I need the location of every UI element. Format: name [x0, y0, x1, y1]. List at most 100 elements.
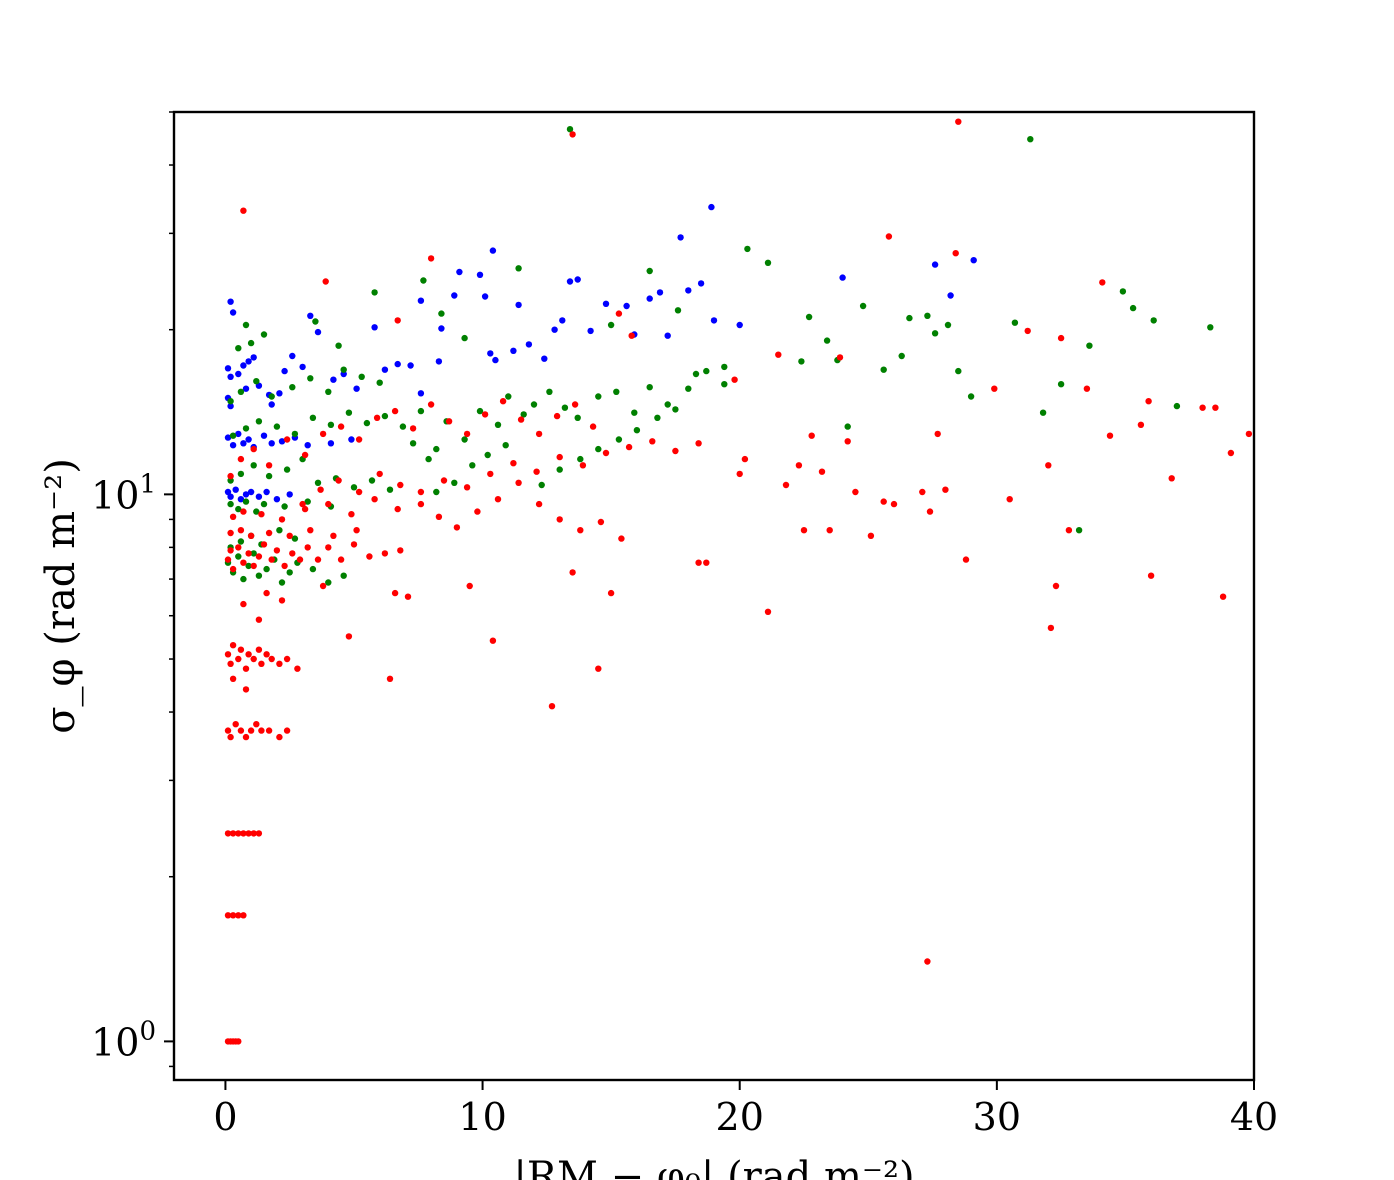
- data-point-s2-121: [397, 481, 404, 489]
- data-point-s2-82: [440, 477, 448, 484]
- data-point-s1-90: [595, 393, 602, 400]
- data-point-s1-30: [237, 470, 245, 478]
- data-point-s2-92: [672, 447, 679, 455]
- data-point-s0-42: [314, 328, 322, 336]
- data-point-s1-108: [607, 321, 615, 329]
- data-point-s1-138: [1173, 402, 1181, 410]
- data-point-s2-195: [1106, 432, 1114, 439]
- data-point-s2-19: [237, 727, 245, 734]
- data-point-s2-67: [265, 529, 273, 537]
- data-point-s1-96: [703, 367, 710, 375]
- data-point-s2-201: [1212, 404, 1219, 411]
- data-point-s1-69: [420, 277, 427, 284]
- data-point-s2-138: [391, 589, 399, 597]
- data-point-s2-59: [337, 556, 345, 563]
- data-point-s2-101: [337, 423, 345, 430]
- data-point-s1-133: [1075, 527, 1083, 534]
- data-point-s0-35: [273, 496, 281, 503]
- data-point-s2-127: [515, 479, 522, 486]
- data-point-s2-23: [258, 727, 265, 734]
- data-point-s0-57: [481, 293, 489, 300]
- data-point-s0-78: [697, 280, 705, 287]
- data-point-s2-87: [556, 453, 563, 461]
- data-point-s2-60: [350, 541, 358, 548]
- data-point-s2-91: [649, 438, 656, 445]
- data-point-s1-93: [646, 384, 653, 391]
- data-point-s2-117: [317, 486, 324, 493]
- data-point-s2-167: [808, 432, 815, 439]
- data-point-s1-92: [631, 409, 638, 416]
- data-point-s2-9: [224, 830, 232, 837]
- data-point-s1-134: [1086, 342, 1093, 349]
- data-point-s1-124: [924, 312, 931, 319]
- data-point-s2-131: [597, 518, 605, 526]
- data-point-s0-51: [435, 358, 443, 365]
- data-point-s1-32: [265, 472, 273, 480]
- data-point-s2-93: [695, 440, 702, 447]
- data-point-s2-90: [625, 443, 633, 451]
- data-point-s1-13: [325, 579, 332, 586]
- data-point-s2-175: [885, 233, 893, 240]
- data-point-s1-59: [340, 366, 347, 373]
- data-point-s0-15: [229, 442, 237, 449]
- data-point-s2-26: [283, 727, 291, 734]
- data-point-s1-100: [577, 455, 584, 463]
- data-point-s0-36: [286, 491, 293, 498]
- data-point-s2-203: [1227, 449, 1235, 457]
- data-point-s2-181: [942, 486, 949, 493]
- data-point-s0-65: [551, 326, 558, 333]
- data-point-s1-70: [438, 310, 445, 317]
- data-point-s2-130: [577, 527, 584, 534]
- data-point-s2-109: [481, 411, 489, 418]
- data-point-s2-178: [924, 958, 931, 965]
- data-point-s0-32: [247, 488, 255, 496]
- data-point-s0-7: [250, 354, 257, 361]
- data-point-s2-34: [250, 655, 257, 663]
- data-point-s0-25: [327, 440, 335, 447]
- data-point-s1-63: [247, 339, 255, 347]
- data-point-s1-84: [484, 451, 491, 459]
- data-point-s2-113: [553, 412, 561, 420]
- data-point-s2-128: [535, 500, 543, 508]
- data-point-s2-56: [304, 544, 311, 551]
- data-point-s2-58: [325, 544, 332, 551]
- data-point-s2-22: [253, 721, 260, 728]
- data-point-s1-110: [674, 307, 682, 314]
- data-point-s2-54: [289, 550, 296, 557]
- data-point-s0-1: [229, 309, 237, 316]
- data-point-s2-10: [229, 830, 237, 837]
- data-points: [224, 118, 1253, 1045]
- data-point-s1-139: [1207, 324, 1214, 331]
- data-point-s2-176: [890, 500, 898, 508]
- data-point-s2-135: [263, 589, 270, 597]
- data-point-s1-98: [538, 481, 545, 489]
- data-point-s2-47: [245, 550, 252, 557]
- data-point-s2-63: [397, 547, 404, 554]
- data-point-s0-9: [227, 402, 234, 410]
- data-point-s1-105: [672, 406, 679, 413]
- data-point-s0-5: [240, 362, 247, 369]
- data-point-s2-172: [852, 488, 859, 496]
- data-point-s2-107: [445, 418, 453, 425]
- data-point-s1-24: [253, 508, 260, 515]
- data-point-s1-97: [721, 381, 728, 388]
- data-point-s1-40: [229, 432, 237, 439]
- data-point-s0-41: [307, 312, 314, 319]
- data-point-s2-148: [548, 703, 556, 710]
- y-tick-label-exponent: 1: [139, 469, 156, 499]
- data-point-s2-157: [615, 310, 623, 317]
- data-point-s0-52: [417, 297, 425, 304]
- data-point-s2-79: [371, 496, 378, 503]
- data-point-s2-116: [299, 500, 306, 508]
- data-point-s1-35: [314, 479, 322, 486]
- data-point-s1-62: [235, 345, 242, 352]
- data-point-s2-142: [607, 589, 615, 597]
- data-point-s0-47: [381, 366, 389, 373]
- data-point-s2-150: [695, 559, 702, 566]
- data-point-s1-43: [273, 423, 281, 430]
- data-point-s1-136: [1129, 304, 1137, 312]
- data-point-s1-9: [278, 579, 286, 586]
- data-point-s0-17: [240, 440, 247, 447]
- data-point-s0-80: [710, 317, 718, 324]
